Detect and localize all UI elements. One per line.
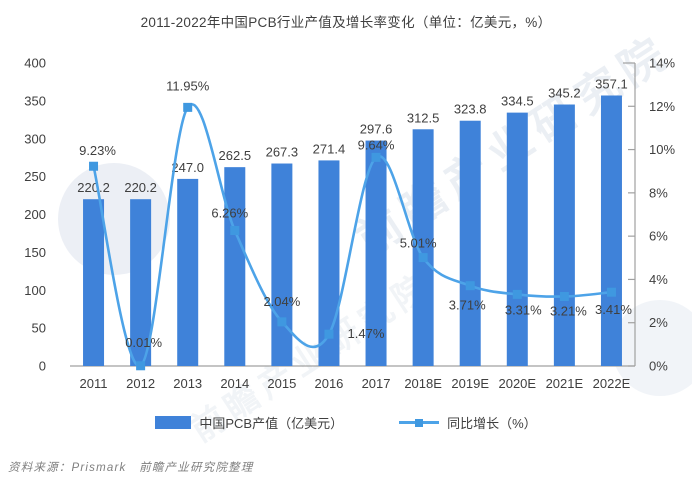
growth-value-label-2018E: 5.01% (400, 236, 437, 251)
legend-item-pcb-output: 中国PCB产值（亿美元） (155, 413, 343, 432)
growth-value-label-2017: 9.64% (358, 137, 395, 152)
bar-value-label-2011: 220.2 (77, 180, 110, 195)
growth-value-label-2021E: 3.21% (550, 304, 587, 319)
growth-value-label-2020E: 3.31% (505, 302, 542, 317)
bar-value-label-2012: 220.2 (124, 180, 157, 195)
left-axis-tick-label: 200 (24, 207, 46, 222)
right-axis-tick-label: 12% (649, 99, 675, 114)
bar-2013 (177, 178, 199, 366)
growth-value-label-2016: 1.47% (348, 326, 385, 341)
left-axis-tick-label: 350 (24, 93, 46, 108)
marker-2017 (371, 152, 381, 162)
growth-value-label-2022E: 3.41% (595, 302, 632, 317)
growth-value-label-2019E: 3.71% (449, 298, 486, 313)
x-axis-category-label: 2015 (267, 376, 296, 391)
x-axis-category-label: 2016 (314, 376, 343, 391)
marker-2012 (136, 361, 146, 371)
bar-value-label-2019E: 323.8 (454, 102, 487, 117)
growth-value-label-2014: 6.26% (211, 206, 248, 221)
legend-item-yoy-growth: 同比增长（%） (399, 413, 537, 432)
x-axis-category-label: 2018E (404, 376, 442, 391)
bar-2011 (83, 199, 105, 366)
x-axis-category-label: 2017 (362, 376, 391, 391)
bar-2012 (130, 199, 152, 366)
marker-2014 (230, 226, 240, 236)
marker-2019E (465, 281, 475, 291)
legend-label-yoy-growth: 同比增长（%） (447, 416, 537, 431)
bar-2020E (506, 112, 528, 367)
right-axis-tick-label: 0% (649, 359, 668, 374)
bar-2021E (553, 104, 575, 367)
marker-2020E (512, 289, 522, 299)
right-axis-tick-label: 14% (649, 56, 675, 71)
bar-2022E (600, 95, 622, 366)
left-axis-tick-label: 100 (24, 283, 46, 298)
chart-title: 2011-2022年中国PCB行业产值及增长率变化（单位：亿美元，%） (140, 15, 552, 30)
growth-line (92, 103, 612, 368)
growth-value-label-2013: 11.95% (166, 78, 210, 93)
legend-label-pcb-output: 中国PCB产值（亿美元） (199, 416, 344, 431)
x-axis-category-label: 2020E (498, 376, 536, 391)
legend: 中国PCB产值（亿美元） 同比增长（%） (0, 413, 692, 432)
growth-value-label-2012: 0.01% (125, 335, 162, 350)
x-axis-category-label: 2019E (451, 376, 489, 391)
marker-2015 (277, 317, 287, 327)
left-axis-tick-label: 50 (32, 321, 46, 336)
bar-series-swatch-icon (155, 416, 192, 429)
bar-2015 (271, 163, 293, 366)
source-note: 资料来源：Prismark 前瞻产业研究院整理 (8, 462, 254, 474)
bar-value-label-2021E: 345.2 (548, 86, 581, 101)
bar-value-label-2016: 271.4 (313, 141, 346, 156)
marker-2016 (324, 329, 334, 339)
bar-2018E (412, 129, 434, 366)
line-swatch-marker (415, 418, 424, 427)
left-axis-tick-label: 150 (24, 245, 46, 260)
right-axis-tick-label: 10% (649, 142, 675, 157)
marker-2021E (559, 292, 569, 302)
marker-2013 (183, 102, 193, 112)
right-axis-tick-label: 2% (649, 315, 668, 330)
bar-value-label-2018E: 312.5 (407, 110, 440, 125)
left-axis-tick-label: 400 (24, 56, 46, 71)
marker-2022E (606, 287, 616, 297)
bar-2016 (318, 160, 340, 366)
x-axis-category-label: 2022E (593, 376, 631, 391)
left-axis-tick-label: 250 (24, 169, 46, 184)
bar-value-label-2017: 297.6 (360, 122, 393, 137)
left-axis-tick-label: 0 (39, 359, 46, 374)
combo-chart-plot: 0% 2% 4% 6% 8% 10% 12% 14% 0 50 100 150 200 250 300 350… (24, 56, 675, 392)
right-axis-tick-label: 6% (649, 229, 668, 244)
growth-value-label-2015: 2.04% (263, 294, 300, 309)
x-axis-category-label: 2021E (546, 376, 584, 391)
bar-2017 (365, 140, 387, 366)
bar-2014 (224, 167, 246, 366)
x-axis-category-label: 2013 (173, 376, 202, 391)
x-axis-category-label: 2014 (220, 376, 249, 391)
bar-value-label-2014: 262.5 (219, 148, 252, 163)
bar-value-label-2022E: 357.1 (595, 76, 628, 91)
marker-2011 (89, 161, 99, 171)
bar-value-label-2015: 267.3 (266, 145, 299, 160)
marker-2018E (418, 253, 428, 263)
left-axis-tick-label: 300 (24, 131, 46, 146)
bar-value-label-2020E: 334.5 (501, 94, 534, 109)
right-axis-tick-label: 4% (649, 272, 668, 287)
growth-value-label-2011: 9.23% (79, 143, 116, 158)
right-axis-tick-label: 8% (649, 185, 668, 200)
bar-value-label-2013: 247.0 (171, 160, 204, 175)
x-axis-category-label: 2011 (80, 376, 108, 391)
bar-2019E (459, 120, 481, 366)
x-axis-category-label: 2012 (126, 376, 155, 391)
line-series-swatch-icon (399, 416, 440, 429)
